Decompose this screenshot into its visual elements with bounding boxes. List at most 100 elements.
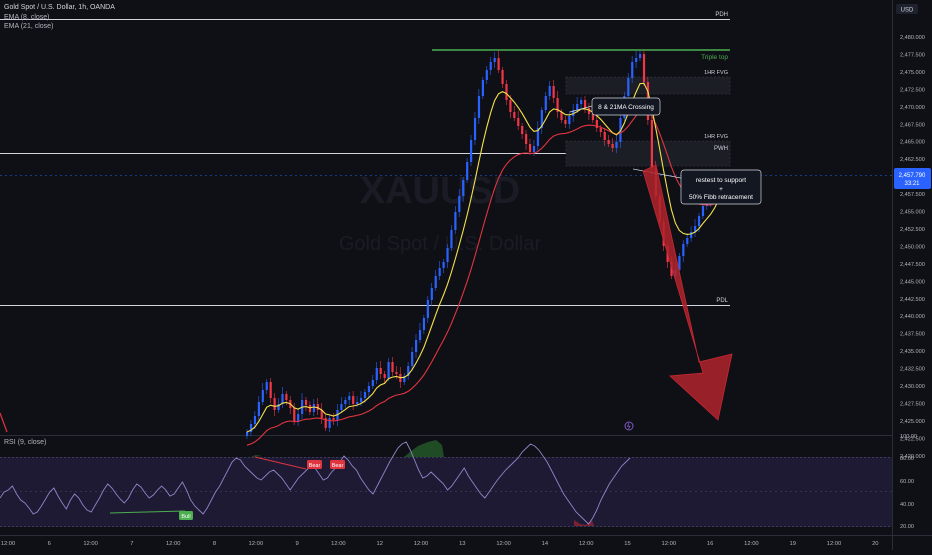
currency-box[interactable] [896, 4, 918, 14]
ema8-legend[interactable]: EMA (8, close) [4, 14, 50, 21]
candle-body [627, 78, 630, 96]
candle-body [682, 244, 685, 256]
candle-body [635, 58, 638, 62]
candle-body [438, 268, 441, 276]
retest-text-line2: + [719, 186, 723, 193]
retest-callout[interactable] [680, 169, 762, 205]
candle-body [414, 340, 418, 352]
candle-body [615, 142, 618, 148]
time-tick-label: 12:00 [331, 541, 346, 547]
candle-body [528, 144, 532, 152]
candle-body [261, 390, 264, 402]
time-tick-label: 12:00 [662, 541, 677, 547]
event-icon[interactable] [624, 421, 634, 431]
bearish-target-arrow[interactable] [642, 164, 733, 421]
price-tick-label: 2,432.500 [900, 367, 925, 373]
retest-text-line3: 50% Fibb retracement [689, 194, 753, 201]
ma-cross-text: 8 & 21MA Crossing [598, 104, 654, 111]
rsi-axis[interactable]: 100.00 80.00 60.00 40.00 20.00 [900, 434, 917, 530]
time-axis[interactable]: 12:00 6 12:00 7 12:00 8 12:00 9 12:00 12 12:00 13 12… [1, 541, 879, 547]
fvg-label-1: 1HR FVG [704, 70, 728, 76]
candle-body [356, 402, 359, 404]
candle-body [587, 108, 591, 114]
bull-label-text: Bull [181, 514, 190, 520]
price-tick-label: 2,437.500 [900, 332, 925, 338]
candle-body [297, 414, 300, 422]
rsi-tick-label: 80.00 [900, 456, 914, 462]
bear-label-2 [330, 460, 345, 469]
rsi-tick-label: 40.00 [900, 502, 914, 508]
currency-label: USD [901, 8, 914, 14]
rsi-tick-label: 60.00 [900, 479, 914, 485]
ema21-legend[interactable]: EMA (21, close) [4, 23, 54, 30]
candle-body [686, 238, 689, 244]
time-tick-label: 12:00 [827, 541, 842, 547]
price-tick-label: 2,475.000 [900, 70, 925, 76]
price-tick-label: 2,442.500 [900, 297, 925, 303]
rsi-tick-label: 20.00 [900, 524, 914, 530]
time-tick-label: 12:00 [496, 541, 511, 547]
candle-body [281, 394, 284, 404]
time-tick-label: 14 [542, 541, 549, 547]
candle-body [458, 196, 461, 212]
candle-body [316, 404, 319, 410]
candle-body [293, 408, 296, 422]
symbol-title[interactable]: Gold Spot / U.S. Dollar, 1h, OANDA [4, 4, 115, 11]
candle-body [367, 386, 371, 392]
time-tick-label: 6 [48, 541, 51, 547]
price-tick-label: 2,472.500 [900, 87, 925, 93]
candle-body [485, 70, 488, 80]
candle-body [407, 366, 410, 376]
time-tick-label: 12:00 [166, 541, 181, 547]
candle-body [536, 128, 540, 146]
time-tick-label: 7 [130, 541, 133, 547]
candle-body [344, 400, 347, 404]
candle-body [450, 230, 453, 248]
candle-body [265, 382, 268, 390]
candle-body [403, 376, 406, 382]
candle-body [650, 120, 653, 168]
candle-body [525, 134, 528, 144]
time-tick-label: 12:00 [249, 541, 264, 547]
price-tick-label: 2,430.000 [900, 384, 925, 390]
candle-body [320, 410, 323, 418]
price-tick-label: 2,427.500 [900, 401, 925, 407]
fvg-box-2[interactable] [565, 140, 731, 167]
price-tick-label: 2,465.000 [900, 140, 925, 146]
price-tick-label: 2,477.500 [900, 52, 925, 58]
time-tick-label: 15 [624, 541, 630, 547]
price-tick-label: 2,470.000 [900, 105, 925, 111]
candle-body [426, 300, 429, 318]
candle-body [308, 405, 312, 412]
candle-body [517, 118, 520, 126]
candle-body [493, 58, 496, 62]
candle-body [375, 368, 378, 380]
candle-body [521, 126, 524, 134]
watermark-symbol: XAUUSD [360, 170, 520, 212]
candle-body [513, 112, 516, 118]
candle-body [532, 146, 536, 152]
candle-body [595, 120, 598, 128]
time-tick-label: 19 [789, 541, 795, 547]
time-tick-label: 12:00 [1, 541, 16, 547]
candle-body [509, 100, 512, 112]
time-tick-label: 12:00 [414, 541, 429, 547]
retest-text-line1: restest to support [696, 177, 746, 184]
rsi-legend[interactable]: RSI (9, close) [4, 439, 47, 446]
bear-label-1-text: Bear [309, 463, 321, 469]
candle-body [473, 118, 477, 140]
price-tick-label: 2,420.000 [900, 454, 925, 460]
candle-body [642, 54, 646, 82]
candle-body [269, 382, 272, 398]
price-tick-label: 2,467.500 [900, 122, 925, 128]
price-tick-label: 2,455.000 [900, 210, 925, 216]
price-tick-label: 2,447.500 [900, 262, 925, 268]
time-tick-label: 12:00 [744, 541, 759, 547]
candle-body [697, 216, 701, 226]
candle-body [348, 396, 351, 400]
candle-body [599, 128, 602, 132]
candle-body [411, 352, 414, 366]
candle-body [470, 140, 473, 162]
ma-cross-callout[interactable] [591, 97, 661, 116]
